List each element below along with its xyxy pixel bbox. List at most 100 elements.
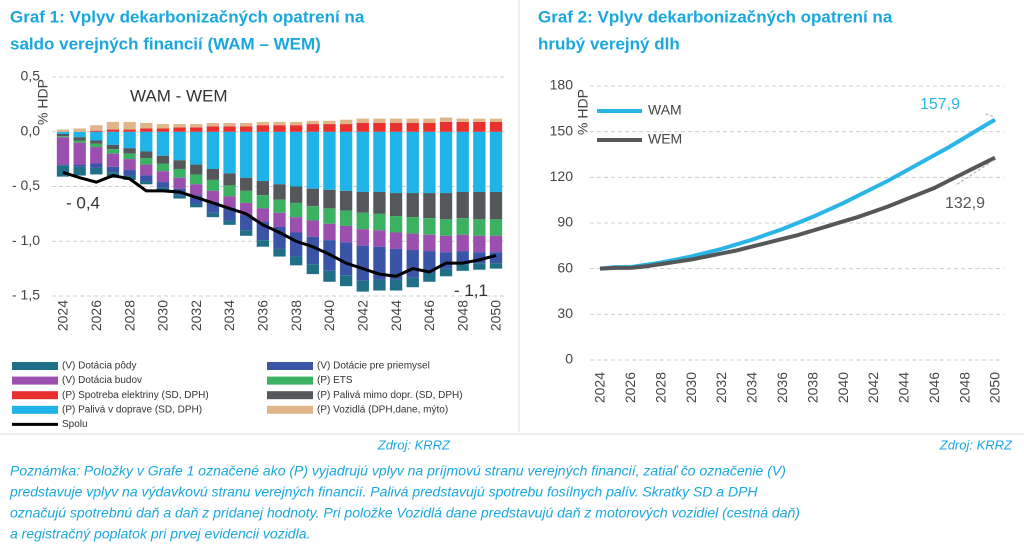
bar-segment [240,230,253,236]
bar-segment [406,250,419,278]
bar-segment [339,225,353,243]
bar-segment [439,117,453,122]
bar-segment [406,131,419,194]
bar-segment [156,187,170,191]
bar-segment [373,246,386,280]
bar-segment [289,232,303,257]
chart-title: Graf 2: Vplyv dekarbonizačných opatrení … [538,7,893,26]
bar-segment [140,122,153,129]
bar-segment [489,118,503,122]
x-tick-label: 2034 [744,372,760,403]
bar-segment [473,263,486,270]
bar-segment [456,131,469,192]
bar-segment [90,143,103,148]
bar-segment [73,142,86,165]
bar-segment [123,159,136,171]
bar-segment [489,219,503,236]
bar-segment [456,234,469,252]
y-tick-label: 120 [550,168,574,184]
legend-label: (P) Palivá mimo dopr. (SD, DPH) [317,390,463,401]
legend-label: (V) Dotácie pre priemysel [317,361,430,372]
bar-segment [90,163,103,168]
bar-segment [256,131,270,182]
bar-segment [339,210,353,226]
bar-segment [273,125,286,132]
bar-segment [56,164,70,166]
y-tick-label: 60 [557,259,573,275]
bar-segment [56,136,70,138]
bar-segment [423,273,436,282]
legend-label: (P) Vozidlá (DPH,dane, mýto) [317,404,448,415]
bar-segment [406,193,419,218]
bar-segment [190,204,203,208]
bar-segment [156,163,170,172]
bar-segment [206,179,220,191]
bar-segment [373,122,386,132]
legend-swatch [267,405,313,414]
bar-segment [106,131,120,145]
bar-segment [473,131,486,192]
bar-segment [123,148,136,154]
bar-segment [373,131,386,192]
x-tick-label: 2026 [622,372,638,403]
bar-segment [106,144,120,150]
x-tick-label: 2050 [987,372,1003,403]
bar-segment [273,199,286,213]
bar-segment [173,160,186,169]
bar-segment [289,131,303,187]
bar-segment [373,213,386,231]
bar-segment [190,124,203,128]
bar-segment [306,220,319,237]
total-line [62,170,497,278]
x-tick-label: 2046 [926,372,942,403]
bar-segment [90,167,103,175]
bar-segment [123,170,136,176]
bar-segment [489,121,503,132]
bar-segment [140,181,153,185]
note: a registračný poplatok pri prvej evidenc… [10,526,310,542]
legend-label: (V) Dotácia pôdy [62,361,136,372]
bar-segment [240,122,253,127]
x-tick-label: 2028 [652,372,668,403]
legend-label: WEM [648,131,682,147]
x-tick-label: 2042 [865,372,881,403]
y-tick-label: - 1,0 [12,232,40,248]
bar-segment [339,131,353,191]
bar-segment [140,131,153,152]
bar-segment [73,131,86,138]
bar-segment [190,195,203,205]
bar-segment [156,182,170,188]
bar-segment [289,256,303,266]
x-tick-label: 2026 [88,300,104,331]
bar-segment [339,124,353,132]
bar-segment [406,277,419,288]
bar-segment [240,214,253,231]
bar-segment [323,124,336,132]
bar-segment [156,131,170,156]
x-tick-label: 2024 [592,372,608,403]
bar-segment [190,131,203,165]
annotation: WAM - WEM [130,86,228,105]
bar-segment [389,193,403,217]
x-tick-label: 2036 [774,372,790,403]
bar-segment [456,264,469,271]
legend-swatch [12,405,58,414]
data-label: 157,9 [920,96,960,113]
bar-segment [473,191,486,220]
note: označujú spotrebnú daň a daň z pridanej … [10,505,800,521]
bar-segment [240,190,253,203]
bar-segment [289,186,303,203]
bar-segment [323,270,336,282]
x-tick-label: 2038 [288,300,304,331]
bar-segment [173,195,186,199]
bar-segment [256,121,270,126]
x-tick-label: 2040 [835,372,851,403]
x-tick-label: 2042 [354,300,370,331]
y-tick-label: - 1,5 [12,287,40,303]
x-tick-label: 2044 [896,372,912,403]
bar-segment [206,131,220,169]
bar-segment [190,164,203,175]
source: Zdroj: KRRZ [939,437,1013,452]
y-tick-label: 150 [550,122,574,138]
data-label: - 0,4 [66,194,100,213]
